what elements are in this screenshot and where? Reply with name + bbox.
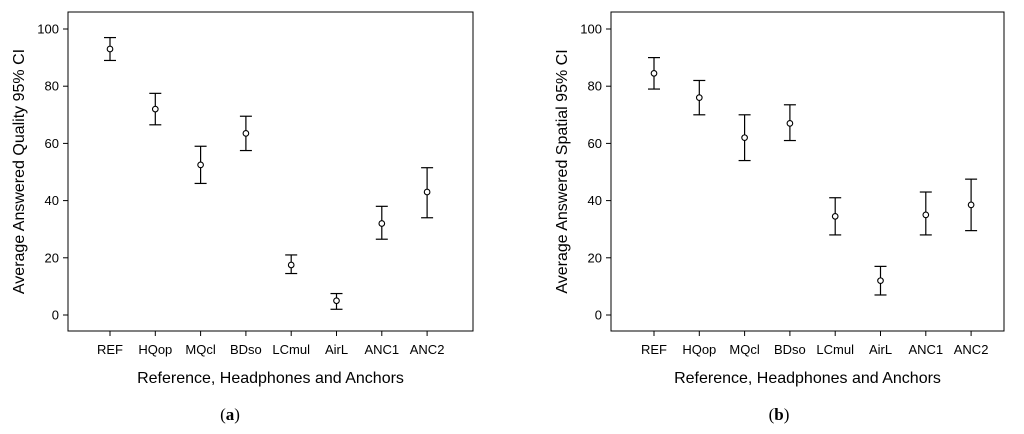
y-tick-label: 80 bbox=[45, 79, 59, 94]
y-tick-label: 40 bbox=[588, 193, 602, 208]
mean-point bbox=[967, 201, 975, 209]
x-tick-label: LCmul bbox=[272, 342, 310, 357]
y-tick-label: 60 bbox=[45, 136, 59, 151]
y-tick-label: 60 bbox=[588, 136, 602, 151]
mean-point bbox=[197, 161, 204, 169]
mean-point bbox=[741, 134, 748, 142]
mean-point bbox=[378, 220, 386, 227]
y-tick-label: 40 bbox=[45, 193, 59, 208]
mean-point bbox=[106, 45, 114, 53]
x-tick-label: AirL bbox=[325, 342, 348, 357]
x-tick-label: ANC2 bbox=[954, 342, 989, 357]
mean-point bbox=[242, 130, 250, 137]
x-tick-label: AirL bbox=[869, 342, 892, 357]
mean-point bbox=[151, 105, 159, 113]
plot-frame bbox=[610, 11, 1005, 332]
y-tick-label: 0 bbox=[595, 308, 602, 323]
mean-point bbox=[333, 297, 340, 305]
panel-label: (b) bbox=[769, 405, 790, 424]
x-tick-label: REF bbox=[641, 342, 667, 357]
x-tick-label: ANC1 bbox=[908, 342, 943, 357]
x-tick-label: MQcl bbox=[729, 342, 759, 357]
x-tick-label: BDso bbox=[230, 342, 262, 357]
mean-point bbox=[877, 277, 884, 285]
mean-point bbox=[831, 212, 839, 220]
x-tick-label: LCmul bbox=[816, 342, 854, 357]
y-tick-label: 20 bbox=[588, 250, 602, 265]
x-axis-label: Reference, Headphones and Anchors bbox=[137, 370, 404, 387]
y-tick-label: 100 bbox=[580, 22, 602, 37]
panel-label: (a) bbox=[220, 405, 240, 424]
x-tick-label: REF bbox=[97, 342, 123, 357]
x-tick-label: HQop bbox=[682, 342, 716, 357]
mean-point bbox=[650, 69, 658, 77]
x-tick-label: BDso bbox=[774, 342, 806, 357]
chart-panel-b: 0 20 40 60 80 100 REF HQop MQcl BDso LCmul AirL ANC1… bbox=[554, 11, 1005, 424]
x-tick-label: ANC1 bbox=[364, 342, 399, 357]
mean-point bbox=[922, 211, 930, 219]
mean-point bbox=[287, 261, 295, 269]
y-tick-label: 100 bbox=[37, 22, 59, 37]
plot-frame bbox=[67, 11, 474, 332]
y-tick-label: 0 bbox=[52, 308, 59, 323]
y-tick-label: 20 bbox=[45, 250, 59, 265]
chart-panel-a: 0 20 40 60 80 100 REF HQop MQcl BDso LCmul AirL ANC1… bbox=[11, 11, 474, 424]
y-axis-label: Average Answered Spatial 95% CI bbox=[554, 49, 571, 293]
y-tick-label: 80 bbox=[588, 79, 602, 94]
mean-point bbox=[695, 94, 703, 101]
y-axis-label: Average Answered Quality 95% CI bbox=[11, 49, 28, 294]
mean-point bbox=[423, 188, 431, 196]
x-axis-label: Reference, Headphones and Anchors bbox=[674, 370, 941, 387]
x-tick-label: HQop bbox=[138, 342, 172, 357]
mean-point bbox=[786, 120, 794, 127]
x-tick-label: ANC2 bbox=[410, 342, 445, 357]
x-tick-label: MQcl bbox=[185, 342, 215, 357]
